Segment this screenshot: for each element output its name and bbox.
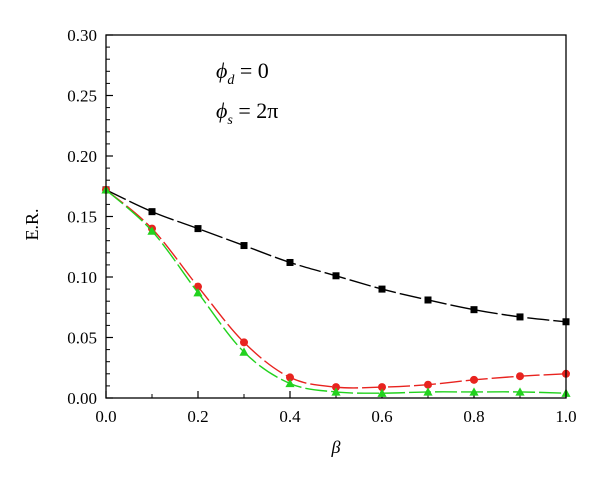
data-point-circle bbox=[286, 373, 294, 382]
annotation-phi-d-symbol: ϕ bbox=[216, 58, 227, 83]
series-circle bbox=[102, 185, 570, 392]
series-square bbox=[102, 186, 570, 326]
data-point-square bbox=[332, 272, 340, 280]
series-triangle bbox=[101, 185, 571, 397]
data-point-square bbox=[516, 313, 524, 321]
y-tick-label: 0.15 bbox=[67, 208, 97, 227]
data-point-square bbox=[240, 242, 248, 250]
data-point-square bbox=[194, 225, 202, 233]
y-tick-label: 0.05 bbox=[67, 329, 97, 348]
y-tick-label: 0.30 bbox=[67, 26, 97, 45]
data-point-triangle bbox=[193, 288, 203, 297]
annotation-phi-s: ϕs = 2π bbox=[216, 98, 278, 128]
data-point-circle bbox=[240, 338, 248, 347]
y-tick-label: 0.10 bbox=[67, 268, 97, 287]
series-layer bbox=[101, 185, 571, 397]
series-line-triangle bbox=[105, 189, 567, 394]
data-point-circle bbox=[332, 383, 340, 392]
data-point-square bbox=[424, 296, 432, 304]
annotation-phi-s-value: = 2π bbox=[233, 98, 279, 123]
data-point-square bbox=[378, 285, 386, 293]
x-tick-label: 1.0 bbox=[555, 407, 576, 426]
y-tick-label: 0.00 bbox=[67, 389, 97, 408]
data-point-circle bbox=[516, 372, 524, 381]
data-point-square bbox=[470, 306, 478, 314]
y-tick-label: 0.25 bbox=[67, 87, 97, 106]
data-point-circle bbox=[424, 380, 432, 389]
data-point-triangle bbox=[469, 387, 479, 396]
data-point-triangle bbox=[147, 226, 157, 235]
tick-labels: 0.00 0.05 0.10 0.15 0.20 0.25 0.30 0.0 0.2 0.4 0.6… bbox=[67, 26, 576, 426]
y-tick-label: 0.20 bbox=[67, 147, 97, 166]
data-point-triangle bbox=[515, 387, 525, 396]
x-tick-label: 0.0 bbox=[95, 407, 116, 426]
annotation-phi-s-symbol: ϕ bbox=[216, 98, 227, 123]
plot-frame bbox=[105, 34, 567, 399]
data-point-circle bbox=[470, 375, 478, 384]
data-point-square bbox=[148, 208, 156, 216]
x-tick-label: 0.2 bbox=[187, 407, 208, 426]
data-point-square bbox=[286, 258, 294, 266]
series-line-circle bbox=[105, 189, 567, 389]
x-tick-label: 0.6 bbox=[371, 407, 392, 426]
y-axis-label: E.R. bbox=[22, 208, 42, 240]
axis-ticks bbox=[105, 34, 567, 399]
data-point-triangle bbox=[239, 347, 249, 356]
data-point-triangle bbox=[331, 387, 341, 396]
x-tick-label: 0.8 bbox=[463, 407, 484, 426]
annotation-phi-d-subscript: d bbox=[227, 73, 235, 88]
data-point-triangle bbox=[285, 378, 295, 388]
data-point-triangle bbox=[423, 387, 433, 396]
annotation-phi-s-subscript: s bbox=[227, 113, 233, 128]
x-axis-label: β bbox=[331, 437, 341, 457]
annotation-phi-d: ϕd = 0 bbox=[216, 58, 269, 88]
data-point-triangle bbox=[377, 388, 387, 397]
annotation-phi-d-value: = 0 bbox=[234, 58, 268, 83]
data-point-circle bbox=[378, 383, 386, 392]
data-point-circle bbox=[194, 282, 202, 291]
x-tick-label: 0.4 bbox=[279, 407, 301, 426]
